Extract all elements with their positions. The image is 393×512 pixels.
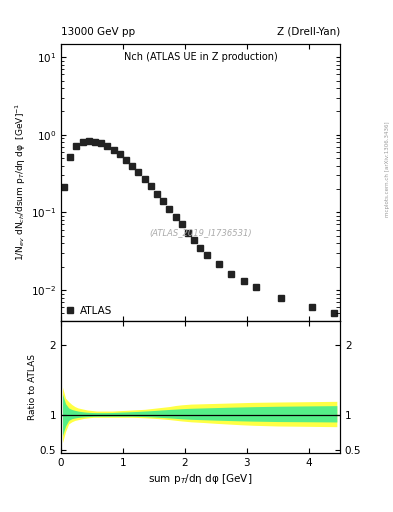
Text: mcplots.cern.ch [arXiv:1306.3436]: mcplots.cern.ch [arXiv:1306.3436] [385,121,389,217]
Text: Nch (ATLAS UE in Z production): Nch (ATLAS UE in Z production) [123,52,277,62]
Legend: ATLAS: ATLAS [66,306,112,316]
Text: 13000 GeV pp: 13000 GeV pp [61,27,135,37]
Text: Z (Drell-Yan): Z (Drell-Yan) [277,27,340,37]
Y-axis label: Ratio to ATLAS: Ratio to ATLAS [28,354,37,420]
Text: (ATLAS_2019_I1736531): (ATLAS_2019_I1736531) [149,228,252,237]
Y-axis label: 1/N$_{ev}$ dN$_{ch}$/dsum p$_{T}$/dη dφ  [GeV]$^{-1}$: 1/N$_{ev}$ dN$_{ch}$/dsum p$_{T}$/dη dφ … [13,103,28,262]
X-axis label: sum p$_{T}$/dη dφ [GeV]: sum p$_{T}$/dη dφ [GeV] [148,472,253,486]
